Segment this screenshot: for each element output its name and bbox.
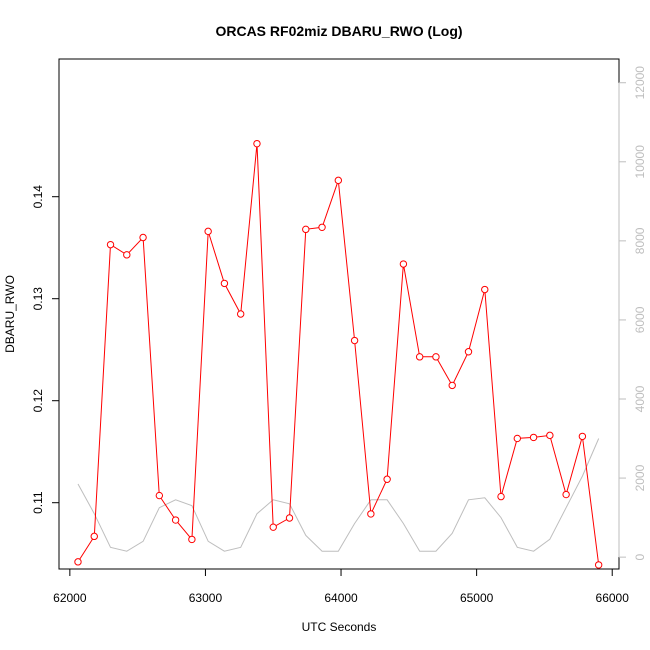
y-axis-left: 0.11 0.12 0.13 0.14 bbox=[31, 185, 60, 514]
data-point bbox=[562, 490, 570, 499]
y2-tick-label: 10000 bbox=[633, 145, 647, 179]
y-tick-label: 0.12 bbox=[31, 389, 45, 413]
data-point bbox=[529, 433, 538, 442]
x-tick-label: 64000 bbox=[324, 591, 358, 605]
data-point bbox=[106, 240, 115, 249]
x-axis: 62000 63000 64000 65000 66000 bbox=[53, 568, 630, 605]
data-point bbox=[497, 492, 505, 501]
data-point bbox=[432, 353, 440, 361]
data-point bbox=[74, 558, 82, 566]
x-tick-label: 63000 bbox=[189, 591, 223, 605]
plot-area-frame bbox=[58, 58, 620, 570]
data-point bbox=[318, 223, 326, 232]
data-point bbox=[415, 353, 424, 361]
series-altitude bbox=[77, 438, 600, 552]
y2-tick-label: 4000 bbox=[633, 385, 647, 412]
data-point bbox=[302, 225, 310, 234]
data-point bbox=[236, 310, 245, 318]
data-point bbox=[269, 523, 277, 531]
y2-tick-label: 6000 bbox=[633, 306, 647, 333]
data-point bbox=[285, 514, 294, 522]
y-axis-label: DBARU_RWO bbox=[3, 275, 17, 353]
data-point bbox=[399, 260, 408, 268]
x-tick-label: 62000 bbox=[53, 591, 87, 605]
y2-tick-label: 0 bbox=[633, 553, 647, 560]
y-tick-label: 0.13 bbox=[31, 287, 45, 311]
data-point bbox=[139, 233, 147, 242]
altitude-line bbox=[77, 438, 600, 552]
data-point bbox=[594, 561, 603, 569]
data-point bbox=[123, 251, 131, 259]
data-point bbox=[155, 491, 164, 500]
data-point bbox=[204, 227, 212, 236]
data-point bbox=[253, 139, 261, 148]
data-point bbox=[188, 535, 196, 544]
data-point bbox=[578, 432, 587, 441]
data-point bbox=[350, 336, 359, 345]
data-point bbox=[383, 475, 391, 483]
x-tick-label: 66000 bbox=[596, 591, 630, 605]
data-point bbox=[513, 434, 522, 443]
data-point bbox=[464, 348, 473, 356]
x-tick-label: 65000 bbox=[460, 591, 494, 605]
chart-title: ORCAS RF02miz DBARU_RWO (Log) bbox=[215, 23, 462, 39]
dbaru-rwo-line bbox=[77, 143, 600, 565]
series-dbaru-rwo bbox=[74, 139, 603, 569]
y2-tick-label: 8000 bbox=[633, 227, 647, 254]
data-point bbox=[90, 532, 98, 541]
x-axis-label: UTC Seconds bbox=[302, 620, 377, 634]
data-point bbox=[481, 285, 489, 294]
y2-tick-label: 12000 bbox=[633, 66, 647, 100]
data-point bbox=[448, 381, 456, 390]
y-axis-right: 0 2000 4000 6000 8000 10000 12000 bbox=[618, 66, 647, 560]
y-tick-label: 0.11 bbox=[31, 491, 45, 514]
data-point bbox=[171, 516, 180, 524]
data-point bbox=[220, 279, 229, 288]
data-point bbox=[334, 176, 343, 185]
y2-tick-label: 2000 bbox=[633, 464, 647, 491]
data-point bbox=[546, 431, 554, 440]
y-tick-label: 0.14 bbox=[31, 185, 45, 209]
data-point bbox=[367, 510, 375, 518]
